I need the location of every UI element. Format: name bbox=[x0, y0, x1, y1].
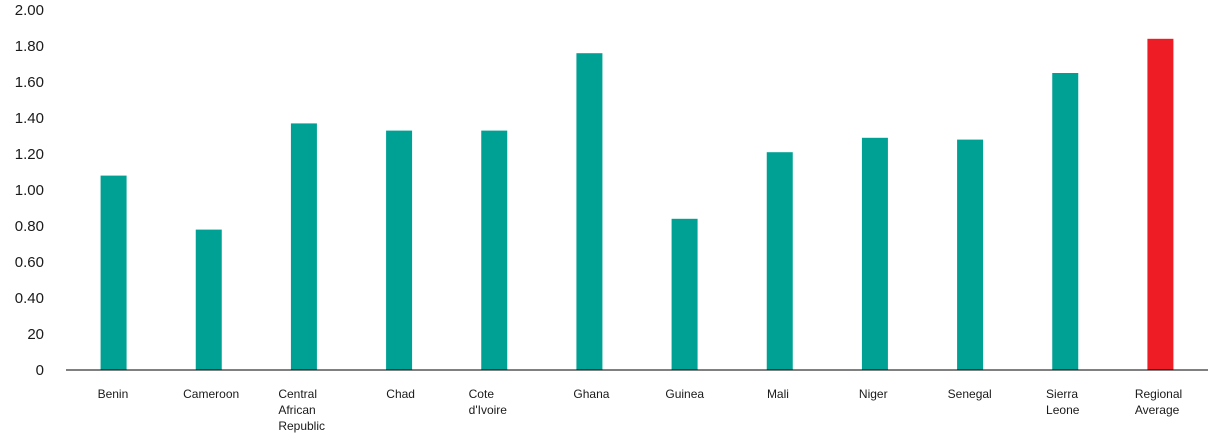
x-category-label-line: Average bbox=[1135, 403, 1180, 417]
x-category-label: Mali bbox=[767, 387, 789, 401]
x-category-label-line: Sierra bbox=[1046, 387, 1078, 401]
x-category-label-line: Cote bbox=[469, 387, 495, 401]
bar-guinea bbox=[671, 218, 698, 370]
x-category-label-line: Guinea bbox=[665, 387, 704, 401]
x-category-label: Guinea bbox=[665, 387, 704, 401]
y-tick-label: 1.00 bbox=[15, 182, 44, 199]
y-tick-label: 1.60 bbox=[15, 74, 44, 91]
y-tick-label: 0.60 bbox=[15, 254, 44, 271]
x-category-label-line: Senegal bbox=[948, 387, 992, 401]
y-tick-label: 1.80 bbox=[15, 38, 44, 55]
bar-ghana bbox=[576, 53, 603, 370]
x-axis-labels: Benin Cameroon Central African Republic Chad C… bbox=[98, 387, 1183, 433]
bar-central-african-republic bbox=[290, 123, 317, 371]
x-category-label: Cote d'Ivoire bbox=[469, 387, 508, 417]
y-tick-label: 0 bbox=[36, 362, 44, 379]
x-category-label-line: Ghana bbox=[573, 387, 609, 401]
x-category-label-line: Regional bbox=[1135, 387, 1182, 401]
x-category-label-line: Chad bbox=[386, 387, 415, 401]
bar-mali bbox=[766, 152, 793, 370]
y-tick-label: 0.80 bbox=[15, 218, 44, 235]
x-category-label-line: d'Ivoire bbox=[469, 403, 508, 417]
bar-senegal bbox=[957, 139, 984, 370]
x-category-label: Ghana bbox=[573, 387, 609, 401]
y-tick-label: 2.00 bbox=[15, 2, 44, 19]
x-category-label-line: Niger bbox=[859, 387, 888, 401]
bar-benin bbox=[100, 175, 127, 370]
x-category-label: Benin bbox=[98, 387, 129, 401]
y-axis-ticks: 0 20 0.40 0.60 0.80 1.00 1.20 1.40 1.60 1.80 2.00 bbox=[15, 2, 44, 379]
x-category-label: Senegal bbox=[948, 387, 992, 401]
x-category-label-line: Cameroon bbox=[183, 387, 239, 401]
x-category-label-line: Benin bbox=[98, 387, 129, 401]
x-category-label: Central African Republic bbox=[278, 387, 325, 433]
x-category-label: Sierra Leone bbox=[1046, 387, 1080, 417]
x-category-label-line: Leone bbox=[1046, 403, 1080, 417]
x-category-label-line: Republic bbox=[278, 419, 325, 433]
x-category-label: Cameroon bbox=[183, 387, 239, 401]
x-category-label-line: Mali bbox=[767, 387, 789, 401]
bar-niger bbox=[861, 137, 888, 370]
y-tick-label: 1.40 bbox=[15, 110, 44, 127]
x-category-label: Niger bbox=[859, 387, 888, 401]
x-category-label: Chad bbox=[386, 387, 415, 401]
y-tick-label: 1.20 bbox=[15, 146, 44, 163]
y-tick-label: 0.40 bbox=[15, 290, 44, 307]
bar-sierra-leone bbox=[1052, 73, 1079, 370]
bar-regional-average bbox=[1147, 38, 1174, 371]
y-tick-label: 20 bbox=[27, 326, 44, 343]
bar-cameroon bbox=[195, 229, 222, 370]
x-category-label: Regional Average bbox=[1135, 387, 1182, 417]
x-category-label-line: Central bbox=[278, 387, 317, 401]
x-category-label-line: African bbox=[278, 403, 315, 417]
bar-chad bbox=[386, 130, 413, 370]
bar-cote-divoire bbox=[481, 130, 508, 370]
bars bbox=[100, 38, 1174, 371]
